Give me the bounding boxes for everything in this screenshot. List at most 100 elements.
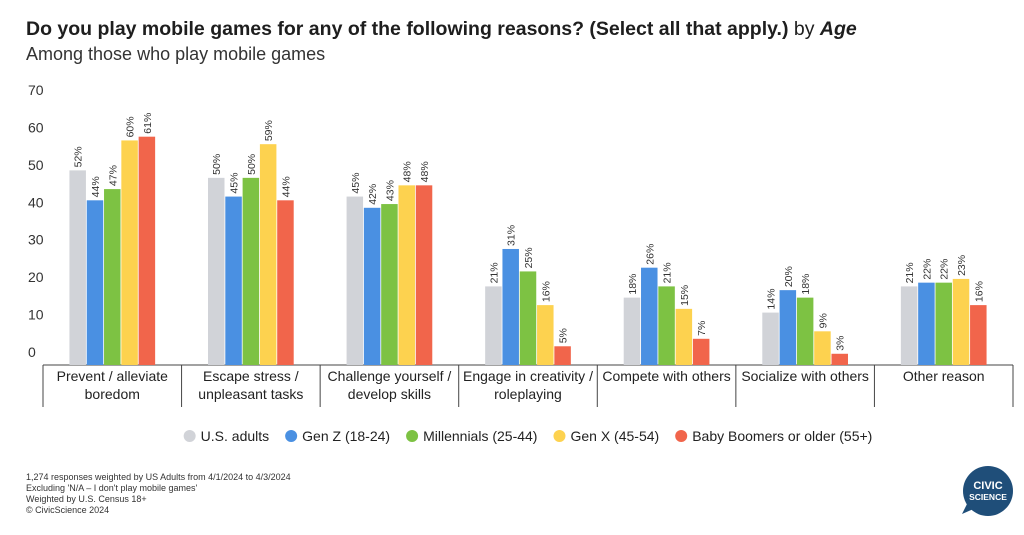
- bar: [104, 189, 121, 365]
- data-label: 22%: [921, 259, 933, 280]
- logo-text: CIVIC: [973, 480, 1002, 492]
- bar: [658, 286, 675, 365]
- legend-label: Gen Z (18-24): [302, 428, 390, 444]
- data-label: 22%: [939, 259, 951, 280]
- bar: [831, 353, 848, 365]
- legend-swatch: [183, 430, 196, 442]
- data-label: 45%: [229, 173, 241, 194]
- data-label: 42%: [367, 184, 379, 205]
- chart-subtitle: Among those who play mobile games: [26, 44, 326, 64]
- y-tick-label: 60: [28, 119, 44, 135]
- bar: [900, 286, 918, 365]
- bar: [138, 136, 156, 365]
- data-label: 47%: [107, 165, 119, 186]
- chart-title: Do you play mobile games for any of the …: [26, 18, 789, 40]
- data-label: 15%: [679, 285, 691, 306]
- bar: [242, 177, 260, 365]
- y-tick-label: 10: [28, 307, 44, 323]
- data-label: 7%: [696, 321, 708, 336]
- x-tick-label: Other reason: [902, 368, 985, 384]
- legend-swatch: [285, 430, 298, 442]
- bar: [779, 290, 797, 365]
- y-tick-label: 50: [28, 157, 44, 173]
- x-tick-label: Challenge yourself / develop skills: [327, 368, 452, 402]
- legend-label: Millennials (25-44): [423, 428, 537, 444]
- bar: [208, 177, 225, 365]
- bar: [381, 204, 398, 365]
- data-label: 61%: [142, 113, 154, 134]
- title-by: by: [793, 18, 815, 40]
- bar: [398, 185, 415, 365]
- data-label: 21%: [662, 262, 674, 283]
- bar: [502, 248, 519, 365]
- bar: [225, 196, 242, 365]
- bar: [519, 271, 537, 365]
- bar: [641, 267, 658, 365]
- footnote: © CivicScience 2024: [26, 505, 109, 515]
- data-label: 43%: [384, 180, 396, 201]
- footnote: Excluding 'N/A – I don't play mobile gam…: [26, 483, 198, 493]
- y-tick-label: 70: [28, 82, 44, 98]
- data-label: 48%: [419, 161, 431, 182]
- legend: U.S. adults Gen Z (18-24) Millennials (25-…: [183, 428, 872, 444]
- x-tick-label: Prevent / alleviate boredom: [56, 368, 168, 402]
- data-label: 5%: [558, 328, 570, 343]
- data-label: 44%: [90, 176, 102, 197]
- bar: [415, 185, 433, 365]
- data-label: 21%: [904, 262, 916, 283]
- legend-swatch: [553, 430, 566, 442]
- bar: [121, 140, 138, 365]
- data-label: 52%: [73, 146, 85, 167]
- bar: [675, 308, 693, 365]
- data-label: 48%: [402, 161, 414, 182]
- data-label: 23%: [956, 255, 968, 276]
- bar: [346, 196, 364, 365]
- y-tick-label: 40: [28, 194, 44, 210]
- footnote: Weighted by U.S. Census 18+: [26, 494, 147, 504]
- data-label: 21%: [488, 262, 500, 283]
- legend-label: Baby Boomers or older (55+): [692, 428, 872, 444]
- x-tick-label: Engage in creativity / roleplaying: [463, 368, 593, 402]
- logo-text: SCIENCE: [969, 492, 1007, 502]
- data-label: 60%: [125, 116, 137, 137]
- legend-label: Gen X (45-54): [570, 428, 659, 444]
- bar: [363, 207, 381, 365]
- data-label: 44%: [280, 176, 292, 197]
- data-label: 50%: [211, 154, 223, 175]
- legend-label: U.S. adults: [201, 428, 269, 444]
- bar: [69, 170, 86, 365]
- data-label: 14%: [766, 289, 778, 310]
- bar: [952, 278, 970, 365]
- logo-badge: [963, 466, 1013, 516]
- data-label: 18%: [627, 274, 639, 295]
- bar: [485, 286, 502, 365]
- y-tick-label: 0: [28, 344, 36, 360]
- bar: [935, 282, 952, 365]
- bar: [814, 331, 831, 365]
- data-label: 50%: [246, 154, 258, 175]
- data-label: 31%: [506, 225, 518, 246]
- data-label: 3%: [835, 336, 847, 351]
- data-label: 25%: [523, 247, 535, 268]
- data-label: 20%: [783, 266, 795, 287]
- bar: [692, 338, 710, 365]
- chart-title-block: Do you play mobile games for any of the …: [26, 18, 857, 41]
- data-label: 18%: [800, 274, 812, 295]
- bar: [796, 297, 814, 365]
- data-label: 26%: [644, 244, 656, 265]
- legend-swatch: [406, 430, 419, 442]
- bar: [259, 144, 277, 365]
- footnote: 1,274 responses weighted by US Adults fr…: [26, 472, 291, 482]
- bar: [277, 200, 294, 365]
- bar: [554, 346, 571, 365]
- data-label: 16%: [540, 281, 552, 302]
- data-label: 45%: [350, 173, 362, 194]
- y-tick-label: 30: [28, 232, 44, 248]
- data-label: 9%: [817, 313, 829, 328]
- bar: [918, 282, 935, 365]
- x-tick-label: Socialize with others: [741, 368, 869, 384]
- bar: [970, 305, 987, 365]
- x-tick-label: Compete with others: [602, 368, 731, 384]
- bar: [537, 305, 554, 365]
